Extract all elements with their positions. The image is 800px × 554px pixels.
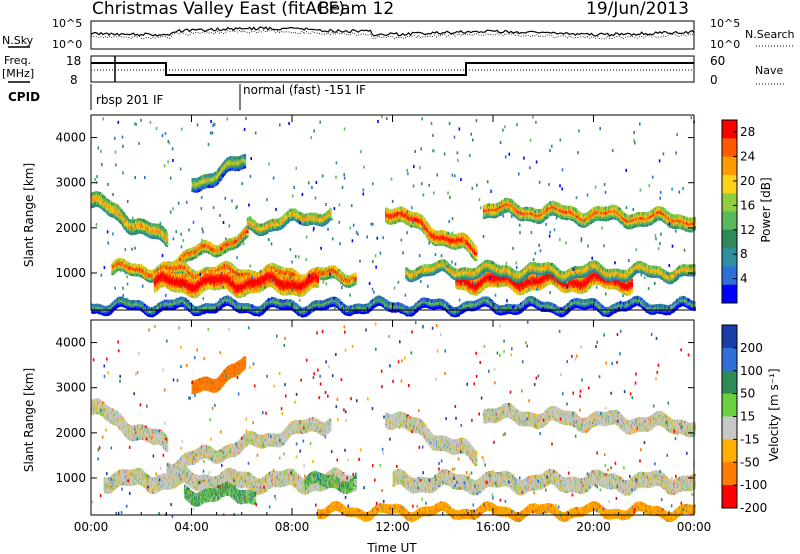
nsearch-label: N.Search bbox=[745, 28, 795, 41]
freq-unit-label: [MHz] bbox=[2, 67, 34, 80]
date-label: 19/Jun/2013 bbox=[586, 0, 689, 19]
figure: Christmas Valley East (fitACF) Beam 12 1… bbox=[0, 0, 800, 554]
nave-tick-bottom: 0 bbox=[710, 73, 718, 87]
nsky-frame bbox=[91, 21, 694, 49]
cpid-row: CPID rbsp 201 IF normal (fast) -151 IF bbox=[8, 83, 366, 110]
nsky-tick-top-left: 10^5 bbox=[52, 17, 82, 30]
nsky-panel: N.Sky 10^5 10^0 10^5 10^0 N.Search bbox=[2, 17, 795, 51]
nsky-tick-bottom-right: 10^0 bbox=[710, 38, 740, 51]
station-title: Christmas Valley East (fitACF) bbox=[92, 0, 345, 19]
freq-label: Freq. bbox=[4, 54, 31, 67]
freq-tick-bottom: 8 bbox=[70, 73, 78, 87]
nave-label: Nave bbox=[755, 64, 783, 77]
freq-panel: Freq. [MHz] 18 8 60 0 Nave bbox=[2, 54, 785, 87]
nsky-series bbox=[91, 27, 694, 36]
cpid-mode-1: rbsp 201 IF bbox=[96, 93, 163, 107]
freq-series bbox=[91, 63, 694, 75]
nsky-label: N.Sky bbox=[2, 34, 34, 47]
beam-label: Beam 12 bbox=[318, 0, 394, 19]
cpid-mode-2: normal (fast) -151 IF bbox=[243, 83, 366, 97]
freq-frame bbox=[91, 56, 694, 82]
nsky-tick-top-right: 10^5 bbox=[710, 17, 740, 30]
nsky-tick-bottom-left: 10^0 bbox=[52, 38, 82, 51]
freq-tick-top: 18 bbox=[66, 54, 81, 68]
nave-tick-top: 60 bbox=[710, 54, 725, 68]
cpid-label: CPID bbox=[8, 90, 40, 104]
